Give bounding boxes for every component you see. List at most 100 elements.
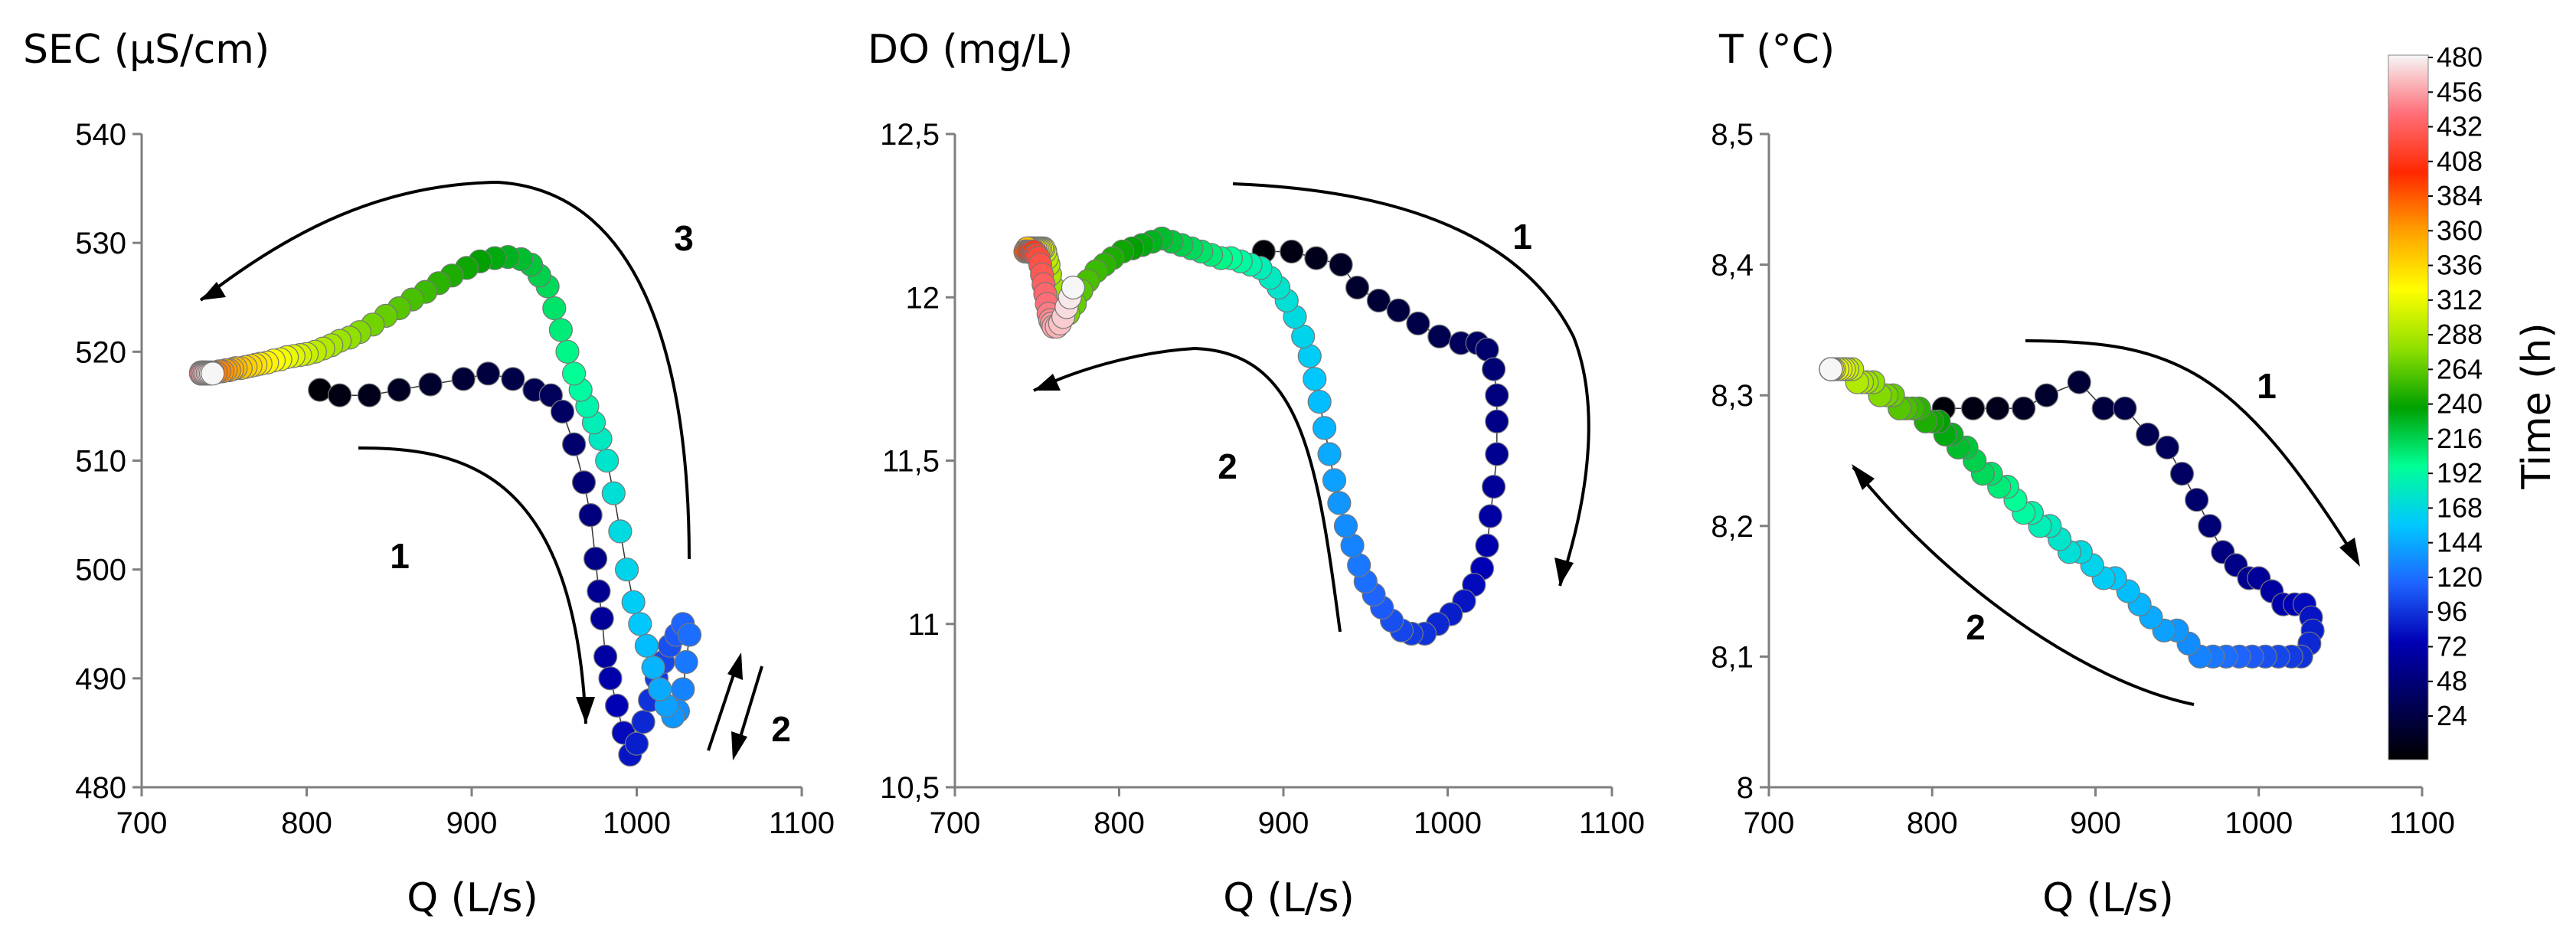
data-point (1322, 468, 1347, 492)
data-point (1327, 491, 1352, 515)
y-tick-label: 8 (1737, 771, 1754, 805)
data-point (677, 623, 702, 647)
x-tick-label: 1000 (2225, 806, 2293, 840)
data-point (598, 666, 623, 691)
x-tick-label: 1100 (2389, 806, 2455, 840)
colorbar-label: Time (h) (2514, 322, 2560, 489)
data-point (357, 383, 381, 407)
y-tick-label: 8,1 (1711, 640, 1754, 674)
y-tick-label: 10,5 (880, 771, 940, 805)
t-panel: T (°C) Q (L/s) 700 800 900 1000 1100 8 8,1 8,2 8… (1711, 27, 2455, 921)
do-title: DO (mg/L) (868, 27, 1073, 73)
data-point (674, 649, 698, 675)
data-point (583, 546, 608, 571)
data-point (501, 367, 525, 391)
data-point (451, 367, 476, 391)
series-line (1025, 237, 1498, 635)
sec-annotation-3: 3 (674, 218, 694, 258)
x-tick-label: 1100 (769, 806, 835, 840)
data-point (1427, 324, 1452, 348)
data-point (604, 693, 629, 718)
colorbar-tick-label: 24 (2437, 700, 2467, 731)
y-tick-label: 510 (75, 445, 126, 479)
colorbar-tick-label: 96 (2437, 596, 2467, 627)
y-tick-label: 12 (906, 281, 940, 315)
data-point (624, 731, 649, 756)
data-point (555, 339, 580, 364)
data-point (631, 710, 655, 734)
colorbar-tick-label: 120 (2437, 561, 2483, 593)
data-point (641, 655, 665, 680)
data-point (1478, 504, 1502, 528)
x-tick-label: 800 (281, 806, 332, 840)
data-point (308, 378, 332, 402)
t-axes: 700 800 900 1000 1100 8 8,1 8,2 8,3 8,4 8,5 (1711, 118, 2455, 840)
colorbar-tick-label: 264 (2437, 353, 2483, 384)
data-point (1317, 442, 1342, 466)
data-point (595, 448, 619, 473)
data-point (1961, 396, 1986, 420)
data-point (2169, 461, 2195, 486)
data-point (2198, 514, 2222, 538)
data-point (628, 612, 652, 636)
data-point (608, 519, 633, 544)
data-point (1819, 357, 1843, 381)
data-point (561, 432, 587, 456)
data-point (548, 318, 574, 342)
data-point (614, 558, 639, 582)
data-point (1280, 239, 1304, 264)
data-point (1333, 514, 1358, 538)
x-tick-label: 800 (1093, 806, 1145, 840)
do-series-line (1025, 237, 1498, 635)
sec-axes: 700 800 900 1000 1100 480 490 500 510 520 530 540 (75, 118, 835, 840)
data-point (1406, 311, 1430, 335)
data-point (571, 470, 597, 495)
data-point (1485, 409, 1509, 433)
sec-x-axis-label: Q (L/s) (407, 875, 538, 921)
data-point (538, 383, 564, 407)
data-point (601, 481, 626, 505)
data-point (550, 399, 575, 424)
y-tick-label: 8,3 (1711, 379, 1754, 413)
data-point (2067, 370, 2091, 394)
x-tick-label: 1100 (1579, 806, 1645, 840)
data-point (578, 502, 603, 528)
colorbar-tick-label: 240 (2437, 388, 2483, 420)
data-point (1329, 253, 1353, 277)
data-point (1986, 396, 2010, 420)
data-point (1312, 416, 1337, 440)
data-point (476, 361, 501, 386)
do-panel: DO (mg/L) Q (L/s) 700 800 900 1000 1100 10,5 1… (868, 27, 1645, 921)
data-point (593, 644, 618, 669)
colorbar-tick-label: 168 (2437, 492, 2483, 523)
sec-arrows (199, 180, 763, 760)
y-tick-label: 480 (75, 771, 126, 805)
data-point (1475, 533, 1499, 558)
data-point (2185, 488, 2209, 512)
colorbar-tick-label: 48 (2437, 665, 2467, 697)
data-point (201, 361, 225, 386)
y-tick-label: 530 (75, 227, 126, 260)
data-point (542, 296, 567, 321)
data-point (418, 372, 443, 397)
colorbar-tick-label: 360 (2437, 214, 2483, 246)
data-point (2034, 383, 2059, 407)
colorbar-gradient (2388, 54, 2429, 760)
colorbar-tick-label: 480 (2437, 41, 2483, 73)
sec-annotation-2: 2 (771, 709, 791, 749)
data-point (1061, 275, 1086, 300)
sec-title: SEC (µS/cm) (23, 27, 270, 73)
sec-annotation-1: 1 (390, 536, 410, 576)
sec-panel: SEC (µS/cm) Q (L/s) 700 800 900 1000 1100 480… (23, 27, 835, 921)
x-tick-label: 900 (446, 806, 498, 840)
data-point (2155, 435, 2179, 460)
t-title: T (°C) (1718, 27, 1835, 73)
colorbar-tick-label: 408 (2437, 146, 2483, 177)
y-tick-label: 11,5 (882, 445, 940, 479)
t-x-axis-label: Q (L/s) (2042, 875, 2174, 921)
data-point (2091, 396, 2116, 420)
colorbar-tick-label: 72 (2437, 630, 2467, 662)
sec-data-points (189, 245, 702, 767)
